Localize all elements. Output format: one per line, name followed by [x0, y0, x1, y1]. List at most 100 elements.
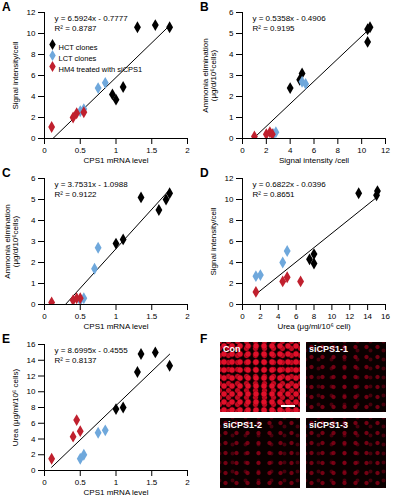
svg-text:0: 0 [229, 134, 234, 143]
svg-text:2: 2 [185, 478, 190, 487]
svg-text:HCT clones: HCT clones [59, 43, 98, 52]
svg-text:16: 16 [381, 312, 390, 321]
svg-text:Urea (μg/ml/10⁶ cell): Urea (μg/ml/10⁶ cell) [277, 322, 351, 331]
svg-text:14: 14 [27, 356, 36, 365]
svg-text:6: 6 [294, 312, 299, 321]
svg-text:1: 1 [31, 279, 36, 288]
svg-text:0.5: 0.5 [75, 478, 87, 487]
html-text:Con: Con [223, 344, 241, 354]
svg-text:5: 5 [229, 29, 234, 38]
html-text:siCPS1-2: siCPS1-2 [223, 420, 262, 430]
svg-text:12: 12 [27, 372, 36, 381]
svg-text:6: 6 [31, 419, 36, 428]
svg-text:10: 10 [27, 29, 36, 38]
svg-text:y = 3.7531x - 1.0988: y = 3.7531x - 1.0988 [55, 180, 129, 189]
svg-text:HM4 treated with siCPS1: HM4 treated with siCPS1 [59, 65, 143, 74]
html-text:B: B [200, 0, 209, 14]
svg-text:3: 3 [31, 237, 36, 246]
svg-text:0: 0 [42, 146, 47, 155]
html-text:siCPS1-1: siCPS1-1 [309, 344, 348, 354]
svg-text:y = 8.6995x - 0.4555: y = 8.6995x - 0.4555 [55, 346, 129, 355]
svg-text:8: 8 [312, 312, 317, 321]
svg-text:4: 4 [229, 258, 234, 267]
svg-text:4: 4 [229, 50, 234, 59]
svg-text:14: 14 [363, 312, 372, 321]
svg-text:3: 3 [229, 71, 234, 80]
svg-text:Signal intensity /cell: Signal intensity /cell [279, 156, 349, 165]
svg-text:2: 2 [229, 279, 234, 288]
html-text:A: A [2, 0, 11, 14]
svg-text:Ammonia elimination(μg/d/10⁶ce: Ammonia elimination(μg/d/10⁶cells) [201, 38, 218, 112]
html-text:D: D [200, 166, 209, 180]
svg-text:5: 5 [31, 195, 36, 204]
svg-text:Urea (μg/ml/10⁶ cells): Urea (μg/ml/10⁶ cells) [11, 369, 20, 447]
svg-text:CPS1 mRNA level: CPS1 mRNA level [84, 322, 149, 331]
svg-text:8: 8 [336, 146, 341, 155]
svg-text:1: 1 [114, 146, 119, 155]
svg-text:Ammonia elimination(μg/d/10⁶ce: Ammonia elimination(μg/d/10⁶cells) [3, 204, 20, 278]
svg-text:0: 0 [42, 478, 47, 487]
svg-text:12: 12 [381, 146, 390, 155]
svg-text:1.5: 1.5 [146, 478, 158, 487]
svg-text:R² = 0.8787: R² = 0.8787 [55, 24, 98, 33]
svg-text:10: 10 [357, 146, 366, 155]
svg-text:1.5: 1.5 [146, 312, 158, 321]
svg-text:CPS1 mRNA level: CPS1 mRNA level [84, 156, 149, 165]
svg-text:2: 2 [31, 113, 36, 122]
svg-text:8: 8 [229, 216, 234, 225]
svg-text:2: 2 [31, 450, 36, 459]
svg-text:2: 2 [229, 92, 234, 101]
svg-text:0: 0 [240, 146, 245, 155]
svg-text:6: 6 [31, 174, 36, 183]
svg-text:4: 4 [31, 435, 36, 444]
svg-text:6: 6 [31, 71, 36, 80]
svg-text:12: 12 [27, 8, 36, 17]
svg-text:R² = 0.9195: R² = 0.9195 [253, 24, 296, 33]
svg-text:1.5: 1.5 [146, 146, 158, 155]
html-text:siCPS1-3: siCPS1-3 [309, 420, 348, 430]
svg-text:8: 8 [31, 50, 36, 59]
html-text:C: C [2, 166, 11, 180]
svg-text:y = 0.6822x - 0.0396: y = 0.6822x - 0.0396 [253, 180, 327, 189]
svg-text:2: 2 [264, 146, 269, 155]
svg-text:R² = 0.9122: R² = 0.9122 [55, 190, 98, 199]
svg-text:2: 2 [185, 312, 190, 321]
svg-text:10: 10 [327, 312, 336, 321]
svg-text:0: 0 [31, 300, 36, 309]
svg-text:0: 0 [31, 134, 36, 143]
svg-text:0: 0 [31, 466, 36, 475]
svg-text:10: 10 [27, 387, 36, 396]
svg-text:12: 12 [345, 312, 354, 321]
svg-text:0: 0 [229, 300, 234, 309]
svg-text:0: 0 [42, 312, 47, 321]
svg-text:12: 12 [225, 174, 234, 183]
svg-text:1: 1 [229, 113, 234, 122]
svg-text:CPS1 mRNA level: CPS1 mRNA level [84, 488, 149, 497]
svg-text:4: 4 [31, 92, 36, 101]
svg-text:0: 0 [240, 312, 245, 321]
svg-text:1: 1 [114, 312, 119, 321]
svg-text:y = 6.5924x - 0.7777: y = 6.5924x - 0.7777 [55, 14, 129, 23]
svg-text:LCT clones: LCT clones [59, 54, 97, 63]
svg-text:4: 4 [288, 146, 293, 155]
svg-text:0.5: 0.5 [75, 146, 87, 155]
svg-text:0.5: 0.5 [75, 312, 87, 321]
svg-text:4: 4 [31, 216, 36, 225]
svg-text:R² = 0.8651: R² = 0.8651 [253, 190, 296, 199]
svg-text:1: 1 [114, 478, 119, 487]
svg-text:6: 6 [229, 8, 234, 17]
svg-text:2: 2 [258, 312, 263, 321]
svg-text:2: 2 [185, 146, 190, 155]
svg-text:2: 2 [31, 258, 36, 267]
svg-text:Signal intensity/cell: Signal intensity/cell [11, 41, 20, 109]
svg-text:6: 6 [312, 146, 317, 155]
svg-text:4: 4 [276, 312, 281, 321]
svg-text:Signal intensity/cell: Signal intensity/cell [209, 207, 218, 275]
svg-text:6: 6 [229, 237, 234, 246]
svg-text:y = 0.5358x - 0.4906: y = 0.5358x - 0.4906 [253, 14, 327, 23]
svg-text:R² = 0.8137: R² = 0.8137 [55, 356, 98, 365]
svg-text:10: 10 [225, 195, 234, 204]
html-text:E: E [2, 332, 10, 346]
svg-text:8: 8 [31, 403, 36, 412]
svg-text:16: 16 [27, 340, 36, 349]
